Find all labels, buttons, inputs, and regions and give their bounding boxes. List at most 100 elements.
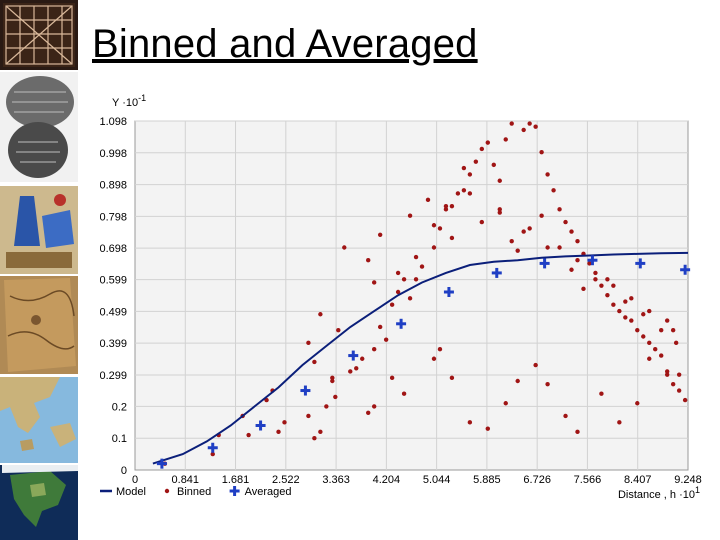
axis-labels: Y ·10-1 Distance , h ·101 <box>112 93 700 501</box>
y-tick-label: 0.2 <box>112 401 127 413</box>
binned-point <box>333 394 338 400</box>
binned-point <box>623 315 628 320</box>
binned-point <box>557 245 562 250</box>
binned-point <box>497 207 502 212</box>
binned-point <box>647 340 652 346</box>
binned-point <box>664 318 670 323</box>
binned-point <box>676 372 682 377</box>
legend-item-binned: Binned <box>164 486 211 498</box>
binned-point <box>449 203 455 209</box>
y-tick-label: 0.299 <box>100 370 127 382</box>
y-tick-label: 0.399 <box>100 338 127 350</box>
legend-item-model: Model <box>100 486 146 498</box>
binned-point <box>521 229 526 234</box>
binned-point <box>503 137 508 142</box>
averaged-point <box>300 385 311 396</box>
averaged-point <box>156 458 167 469</box>
binned-point <box>306 413 311 419</box>
binned-point <box>551 188 556 193</box>
legend-label: Binned <box>177 486 211 498</box>
binned-point <box>431 356 437 361</box>
binned-point <box>312 359 317 365</box>
legend-label: Model <box>116 486 146 498</box>
binned-point <box>485 426 491 431</box>
x-tick-label: 1.681 <box>222 474 250 486</box>
binned-point <box>599 391 604 396</box>
y-axis-label: Y ·10-1 <box>112 93 146 109</box>
binned-point <box>354 366 359 371</box>
binned-point <box>497 210 502 215</box>
grid-lines <box>135 120 688 470</box>
binned-point <box>401 391 407 396</box>
binned-point <box>437 347 443 352</box>
y-tick-label: 0.1 <box>112 433 127 445</box>
plot-area <box>134 120 689 471</box>
binned-point <box>276 429 281 435</box>
binned-point <box>617 308 622 314</box>
binned-point <box>491 162 496 168</box>
binned-point <box>324 404 329 409</box>
binned-point <box>360 356 365 361</box>
plot-frame <box>134 120 689 471</box>
binned-point <box>611 283 616 288</box>
binned-point <box>395 270 401 276</box>
binned-point <box>670 327 676 333</box>
binned-point <box>664 369 670 374</box>
averaged-point <box>680 264 691 275</box>
x-tick-label: 7.566 <box>574 474 602 486</box>
binned-point <box>443 203 449 209</box>
averaged-point <box>255 420 266 431</box>
binned-point <box>539 149 544 155</box>
binned-point <box>467 172 473 177</box>
binned-point <box>401 277 407 282</box>
binned-series <box>162 121 688 466</box>
averaged-point <box>396 318 407 329</box>
north-america-globe-image <box>0 465 78 540</box>
binned-point <box>599 283 604 288</box>
binned-point <box>641 312 646 317</box>
binned-point <box>533 362 538 368</box>
binned-point <box>641 334 646 339</box>
averaged-point <box>635 258 646 269</box>
binned-point <box>479 146 485 152</box>
x-axis-ticks: 0 0.841 1.681 2.522 3.363 4.204 5.044 5.885 6.72… <box>132 474 702 486</box>
binned-point <box>611 302 616 307</box>
binned-point <box>676 388 682 393</box>
binned-point <box>246 432 251 438</box>
binned-point <box>635 401 640 406</box>
y-tick-label: 0.599 <box>100 275 127 287</box>
clay-tablet-image <box>0 72 78 182</box>
averaged-point <box>348 350 359 361</box>
binned-point <box>563 219 568 225</box>
binned-point <box>563 413 568 419</box>
binned-point <box>503 401 508 406</box>
averaged-point <box>539 258 550 269</box>
binned-point <box>527 226 532 231</box>
binned-point <box>377 324 383 330</box>
binned-point <box>575 258 580 263</box>
binned-point <box>545 245 550 250</box>
binned-point <box>545 172 550 177</box>
binned-point <box>569 229 574 234</box>
binned-point <box>210 451 215 457</box>
binned-point <box>659 353 664 358</box>
binned-point <box>527 121 532 126</box>
x-tick-label: 5.885 <box>473 474 501 486</box>
x-tick-label: 2.522 <box>272 474 300 486</box>
legend-label: Averaged <box>245 486 292 498</box>
averaged-series <box>156 255 691 469</box>
binned-point <box>449 375 455 381</box>
binned-point <box>413 254 419 260</box>
binned-point <box>336 327 341 333</box>
binned-point <box>443 207 449 212</box>
x-tick-label: 5.044 <box>423 474 451 486</box>
binned-point <box>377 232 383 237</box>
binned-point <box>575 429 580 435</box>
binned-point <box>521 127 526 133</box>
x-tick-label: 6.726 <box>523 474 551 486</box>
binned-point <box>342 245 347 250</box>
binned-point <box>647 308 652 314</box>
y-tick-label: 0.798 <box>100 211 127 223</box>
binned-point <box>629 318 634 323</box>
binned-point <box>383 337 389 342</box>
